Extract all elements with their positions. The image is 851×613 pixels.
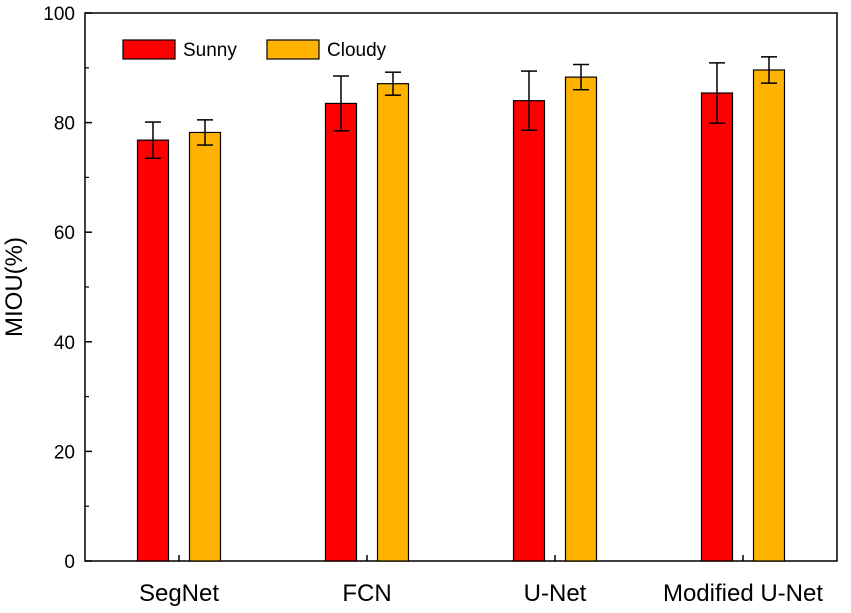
bar-cloudy-u-net	[564, 76, 598, 562]
y-tick-label: 0	[64, 552, 75, 573]
bar-sunny-u-net	[512, 100, 546, 562]
legend-label-cloudy: Cloudy	[327, 40, 387, 61]
bar-cloudy-modified-u-net	[752, 69, 786, 562]
legend-swatch-sunny	[122, 39, 176, 60]
y-tick-label: 100	[43, 4, 75, 25]
bar-sunny-fcn	[324, 102, 358, 562]
bar-sunny-segnet	[136, 139, 170, 562]
y-axis: 0 20 40 60 80 100	[43, 4, 92, 573]
legend-label-sunny: Sunny	[183, 40, 237, 61]
x-category-label: Modified U-Net	[663, 580, 823, 607]
bar-sunny-modified-u-net	[700, 92, 734, 562]
y-tick-label: 40	[54, 333, 75, 354]
bar-cloudy-fcn	[376, 83, 410, 562]
y-axis-title: MIOU(%)	[1, 237, 28, 337]
x-category-label: U-Net	[524, 580, 587, 607]
legend-swatch-cloudy	[266, 39, 320, 60]
bars	[136, 56, 786, 562]
y-tick-label: 20	[54, 442, 75, 463]
legend: Sunny Cloudy	[122, 39, 387, 61]
y-tick-label: 80	[54, 114, 75, 135]
x-category-label: SegNet	[139, 580, 219, 607]
bar-cloudy-segnet	[188, 131, 222, 562]
y-tick-label: 60	[54, 223, 75, 244]
x-category-label: FCN	[342, 580, 391, 607]
x-axis: SegNet FCN U-Net Modified U-Net	[139, 555, 823, 607]
